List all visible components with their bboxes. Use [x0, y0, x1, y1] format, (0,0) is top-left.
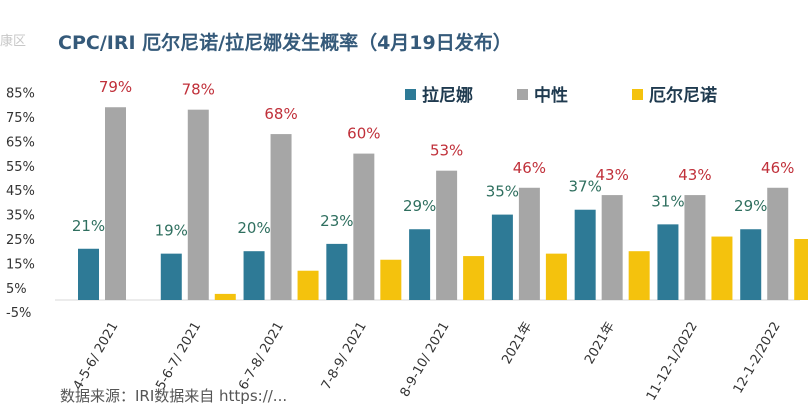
bar-el-nino: [628, 251, 650, 300]
bar-la-nina: [160, 253, 182, 300]
x-tick-label: 12-1-2/2022: [731, 320, 784, 397]
bar-la-nina: [574, 209, 596, 300]
bar-el-nino: [794, 239, 808, 300]
y-tick-label: 65%: [6, 135, 35, 150]
data-label-neutral: 43%: [595, 166, 628, 184]
bar-el-nino: [711, 236, 733, 300]
bar-la-nina: [740, 229, 762, 300]
bar-la-nina: [326, 243, 348, 300]
data-label-neutral: 46%: [761, 159, 794, 177]
bar-neutral: [187, 109, 209, 301]
data-label-la-nina: 20%: [237, 219, 270, 237]
data-label-neutral: 79%: [99, 78, 132, 96]
corner-text: 康区: [0, 34, 27, 49]
bar-el-nino: [214, 293, 236, 300]
legend-swatch: [405, 89, 416, 100]
y-tick-label: -5%: [6, 306, 31, 321]
legend-label: 厄尔尼诺: [649, 85, 717, 106]
y-tick-label: 25%: [6, 233, 35, 248]
x-tick-label: 7-8-9/ 2021: [319, 320, 370, 393]
y-tick-label: 55%: [6, 160, 35, 175]
legend-swatch: [517, 89, 528, 100]
data-label-neutral: 78%: [182, 81, 215, 99]
data-source-note: 数据来源：IRI数据来自 https://...: [60, 387, 288, 405]
x-tick-label: 2021年: [499, 320, 535, 367]
data-label-la-nina: 35%: [486, 183, 519, 201]
x-tick-label: 11-12-1/2022: [644, 320, 701, 401]
data-label-la-nina: 31%: [651, 192, 684, 210]
x-tick-label: 2021年: [582, 320, 618, 367]
data-label-la-nina: 23%: [320, 212, 353, 230]
x-tick-label: 8-9-10/ 2021: [398, 319, 453, 399]
x-tick-label: 5-6-7/ 2021: [153, 320, 204, 393]
bar-la-nina: [657, 224, 679, 300]
bar-neutral: [767, 187, 789, 300]
y-tick-label: 85%: [6, 87, 35, 102]
bar-neutral: [353, 153, 375, 300]
bar-neutral: [518, 187, 540, 300]
legend-swatch: [632, 89, 643, 100]
bar-la-nina: [243, 251, 265, 300]
bar-neutral: [436, 170, 458, 300]
data-label-la-nina: 37%: [568, 178, 601, 196]
bar-neutral: [270, 134, 292, 300]
data-label-neutral: 60%: [347, 125, 380, 143]
bar-neutral: [601, 195, 623, 300]
y-tick-label: 45%: [6, 184, 35, 199]
bar-neutral: [105, 107, 126, 301]
x-tick-label: 4-5-6/ 2021: [71, 320, 122, 393]
y-tick-label: 75%: [6, 111, 35, 126]
bar-el-nino: [545, 253, 567, 300]
y-tick-label: 35%: [6, 209, 35, 224]
bar-el-nino: [380, 259, 402, 300]
bar-la-nina: [78, 248, 99, 300]
bar-la-nina: [491, 214, 513, 300]
bar-el-nino: [463, 256, 485, 300]
bar-neutral: [684, 195, 706, 300]
data-label-neutral: 53%: [430, 142, 463, 160]
legend-label: 中性: [534, 85, 568, 106]
data-label-la-nina: 19%: [155, 222, 188, 240]
x-tick-label: 6-7-8/ 2021: [236, 320, 287, 393]
bar-el-nino: [297, 270, 319, 300]
data-label-la-nina: 29%: [734, 197, 767, 215]
data-label-neutral: 46%: [513, 159, 546, 177]
data-label-la-nina: 29%: [403, 197, 436, 215]
legend-label: 拉尼娜: [422, 85, 473, 106]
bar-la-nina: [409, 229, 431, 300]
data-label-la-nina: 21%: [72, 217, 105, 235]
y-tick-label: 5%: [6, 282, 27, 297]
y-tick-label: 15%: [6, 257, 35, 272]
chart-title: CPC/IRI 厄尔尼诺/拉尼娜发生概率（4月19日发布）: [58, 32, 512, 54]
data-label-neutral: 68%: [264, 105, 297, 123]
data-label-neutral: 43%: [678, 166, 711, 184]
